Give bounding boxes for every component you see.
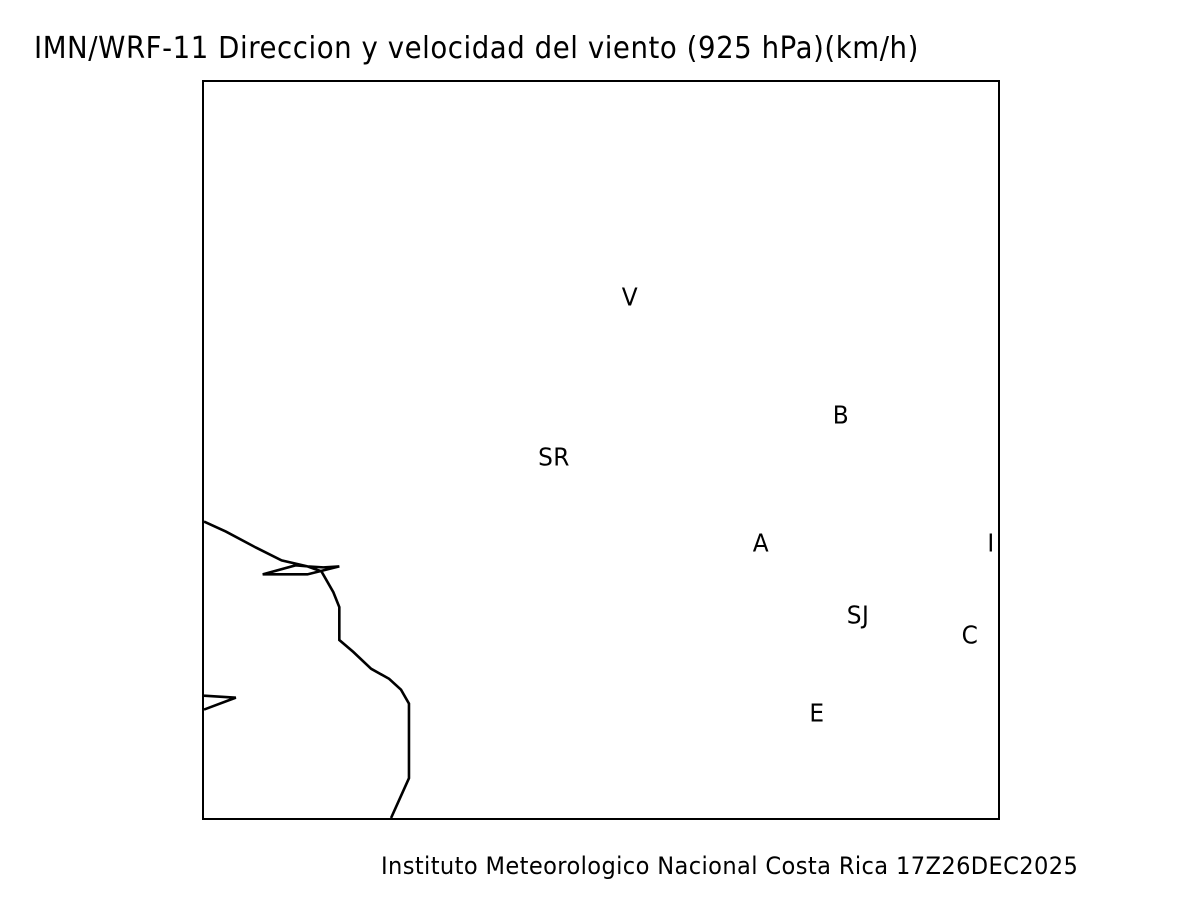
station-sr: SR	[538, 442, 570, 472]
footer-caption: Instituto Meteorologico Nacional Costa R…	[381, 852, 1079, 880]
station-sj: SJ	[846, 600, 870, 630]
map-graphics	[204, 82, 998, 818]
station-e: E	[809, 698, 825, 728]
station-b: B	[832, 400, 850, 430]
page-title: IMN/WRF-11 Direccion y velocidad del vie…	[34, 31, 919, 66]
station-c: C	[961, 620, 979, 650]
station-a: A	[752, 528, 770, 558]
coastline-peninsula-path	[204, 696, 236, 710]
coastline-path	[204, 522, 409, 818]
station-i: I	[987, 528, 995, 558]
station-v: V	[621, 282, 639, 312]
map-panel: V B SR A I SJ C E	[202, 80, 1000, 820]
